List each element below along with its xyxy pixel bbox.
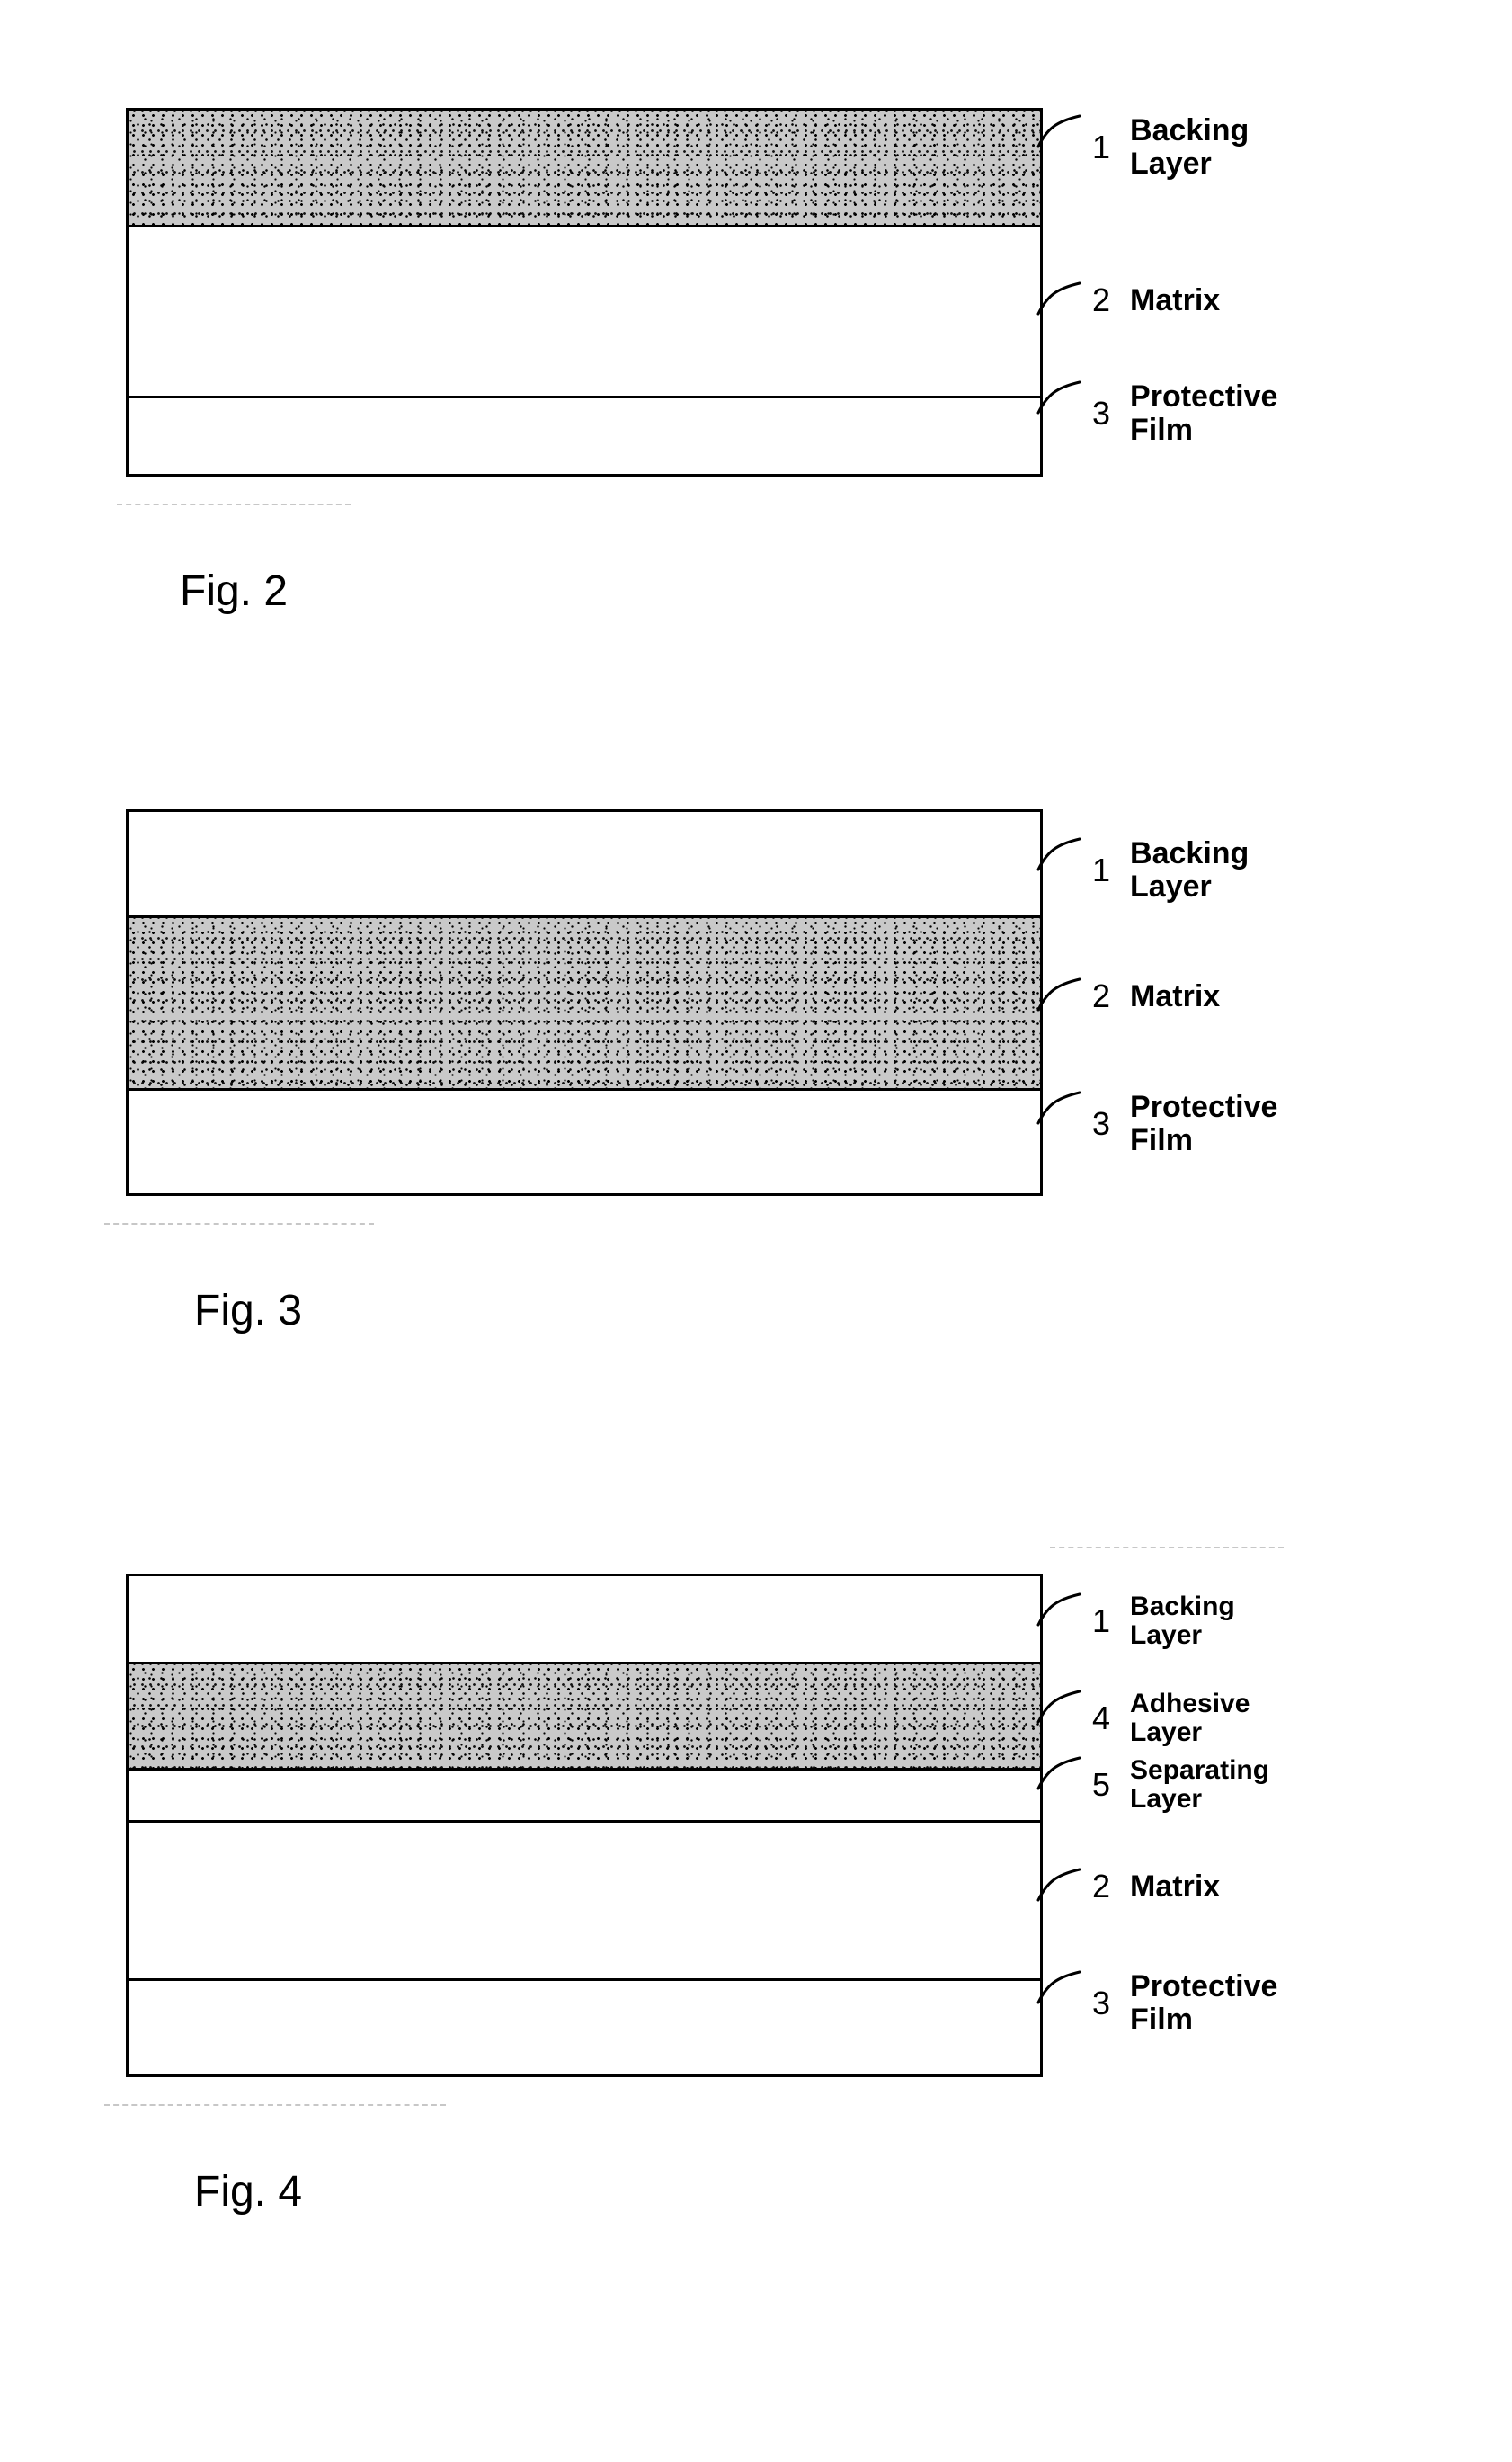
fig3-labeltxt-matrix: Matrix	[1130, 980, 1220, 1013]
fig2-layer-matrix	[129, 227, 1040, 398]
fig4-labelnum-matrix: 2	[1092, 1868, 1110, 1905]
fig4-layer-adhesive	[129, 1664, 1040, 1771]
fig3-leader-matrix	[1035, 974, 1087, 1018]
fig3-leader-backing	[1035, 834, 1087, 878]
fig3-label-matrix: 2 Matrix	[1092, 977, 1220, 1015]
fig4-labeltxt-adhesive: AdhesiveLayer	[1130, 1690, 1250, 1748]
fig3-labelnum-film: 3	[1092, 1105, 1110, 1143]
fig4-wrap: 1 BackingLayer 4 AdhesiveLayer 5 SeparatingLa…	[126, 1574, 1384, 2077]
fig3-layer-backing	[129, 812, 1040, 918]
fig2-leader-film	[1035, 377, 1087, 421]
fig3-scan-dashes	[104, 1223, 374, 1228]
fig4-box: 1BackingLayer4AdhesiveLayer5SeparatingLa…	[126, 1574, 1043, 2077]
fig4-labelnum-separating: 5	[1092, 1766, 1110, 1804]
fig4-layer-backing	[129, 1576, 1040, 1664]
fig2-wrap: 1BackingLayer2Matrix3ProtectiveFilmFig. …	[126, 108, 1384, 477]
fig4-label-separating: 5 SeparatingLayer	[1092, 1756, 1269, 1815]
fig3-label-backing: 1 BackingLayer	[1092, 837, 1249, 903]
fig2-scan-dashes	[117, 504, 351, 509]
fig4-layer-film	[129, 1981, 1040, 2080]
fig2-layer-film	[129, 398, 1040, 479]
fig2-leader-matrix	[1035, 278, 1087, 322]
fig2-label-matrix: 2 Matrix	[1092, 281, 1220, 319]
fig2-labeltxt-backing: BackingLayer	[1130, 114, 1249, 180]
fig4-labeltxt-separating: SeparatingLayer	[1130, 1756, 1269, 1815]
fig2-leader-backing	[1035, 111, 1087, 155]
fig3-labelnum-backing: 1	[1092, 852, 1110, 889]
fig3-labeltxt-film: ProtectiveFilm	[1130, 1091, 1277, 1156]
fig4-leader-matrix	[1035, 1864, 1087, 1908]
fig3-labelnum-matrix: 2	[1092, 977, 1110, 1015]
fig3-layer-matrix	[129, 918, 1040, 1091]
fig3-labeltxt-backing: BackingLayer	[1130, 837, 1249, 903]
fig2-labelnum-matrix: 2	[1092, 281, 1110, 319]
fig4-leader-film	[1035, 1967, 1087, 2011]
fig2-label-film: 3 ProtectiveFilm	[1092, 380, 1277, 446]
fig4-labeltxt-backing: BackingLayer	[1130, 1592, 1235, 1651]
fig4-leader-adhesive	[1035, 1686, 1087, 1730]
fig4-layer-matrix	[129, 1823, 1040, 1981]
fig3-wrap: 1BackingLayer2Matrix3ProtectiveFilmFig. …	[126, 809, 1384, 1196]
fig4-label-film: 3 ProtectiveFilm	[1092, 1970, 1277, 2036]
fig4-labelnum-film: 3	[1092, 1985, 1110, 2022]
fig4-leader-backing	[1035, 1589, 1087, 1633]
fig4-caption: Fig. 4	[194, 2167, 302, 2217]
fig4-labeltxt-film: ProtectiveFilm	[1130, 1970, 1277, 2036]
fig3-caption: Fig. 3	[194, 1286, 302, 1335]
fig3-layer-film	[129, 1091, 1040, 1199]
fig2-labeltxt-film: ProtectiveFilm	[1130, 380, 1277, 446]
fig3-leader-film	[1035, 1087, 1087, 1131]
fig2-label-backing: 1 BackingLayer	[1092, 114, 1249, 180]
fig4-scan-dashes-2	[1050, 1547, 1284, 1552]
fig4-scan-dashes	[104, 2104, 446, 2110]
fig4-layer-separating	[129, 1771, 1040, 1823]
fig4-label-matrix: 2 Matrix	[1092, 1868, 1220, 1905]
fig2-box: 1BackingLayer2Matrix3ProtectiveFilm	[126, 108, 1043, 477]
fig3-box: 1BackingLayer2Matrix3ProtectiveFilm	[126, 809, 1043, 1196]
fig2-labelnum-film: 3	[1092, 395, 1110, 433]
fig4-label-backing: 1 BackingLayer	[1092, 1592, 1235, 1651]
fig2-caption: Fig. 2	[180, 566, 288, 616]
fig4-leader-separating	[1035, 1753, 1087, 1797]
fig3-label-film: 3 ProtectiveFilm	[1092, 1091, 1277, 1156]
fig2-labeltxt-matrix: Matrix	[1130, 284, 1220, 317]
fig2-layer-backing	[129, 111, 1040, 227]
fig4-labelnum-adhesive: 4	[1092, 1699, 1110, 1737]
fig4-label-adhesive: 4 AdhesiveLayer	[1092, 1690, 1250, 1748]
fig4-labeltxt-matrix: Matrix	[1130, 1870, 1220, 1904]
fig2-labelnum-backing: 1	[1092, 129, 1110, 166]
fig4-labelnum-backing: 1	[1092, 1602, 1110, 1640]
